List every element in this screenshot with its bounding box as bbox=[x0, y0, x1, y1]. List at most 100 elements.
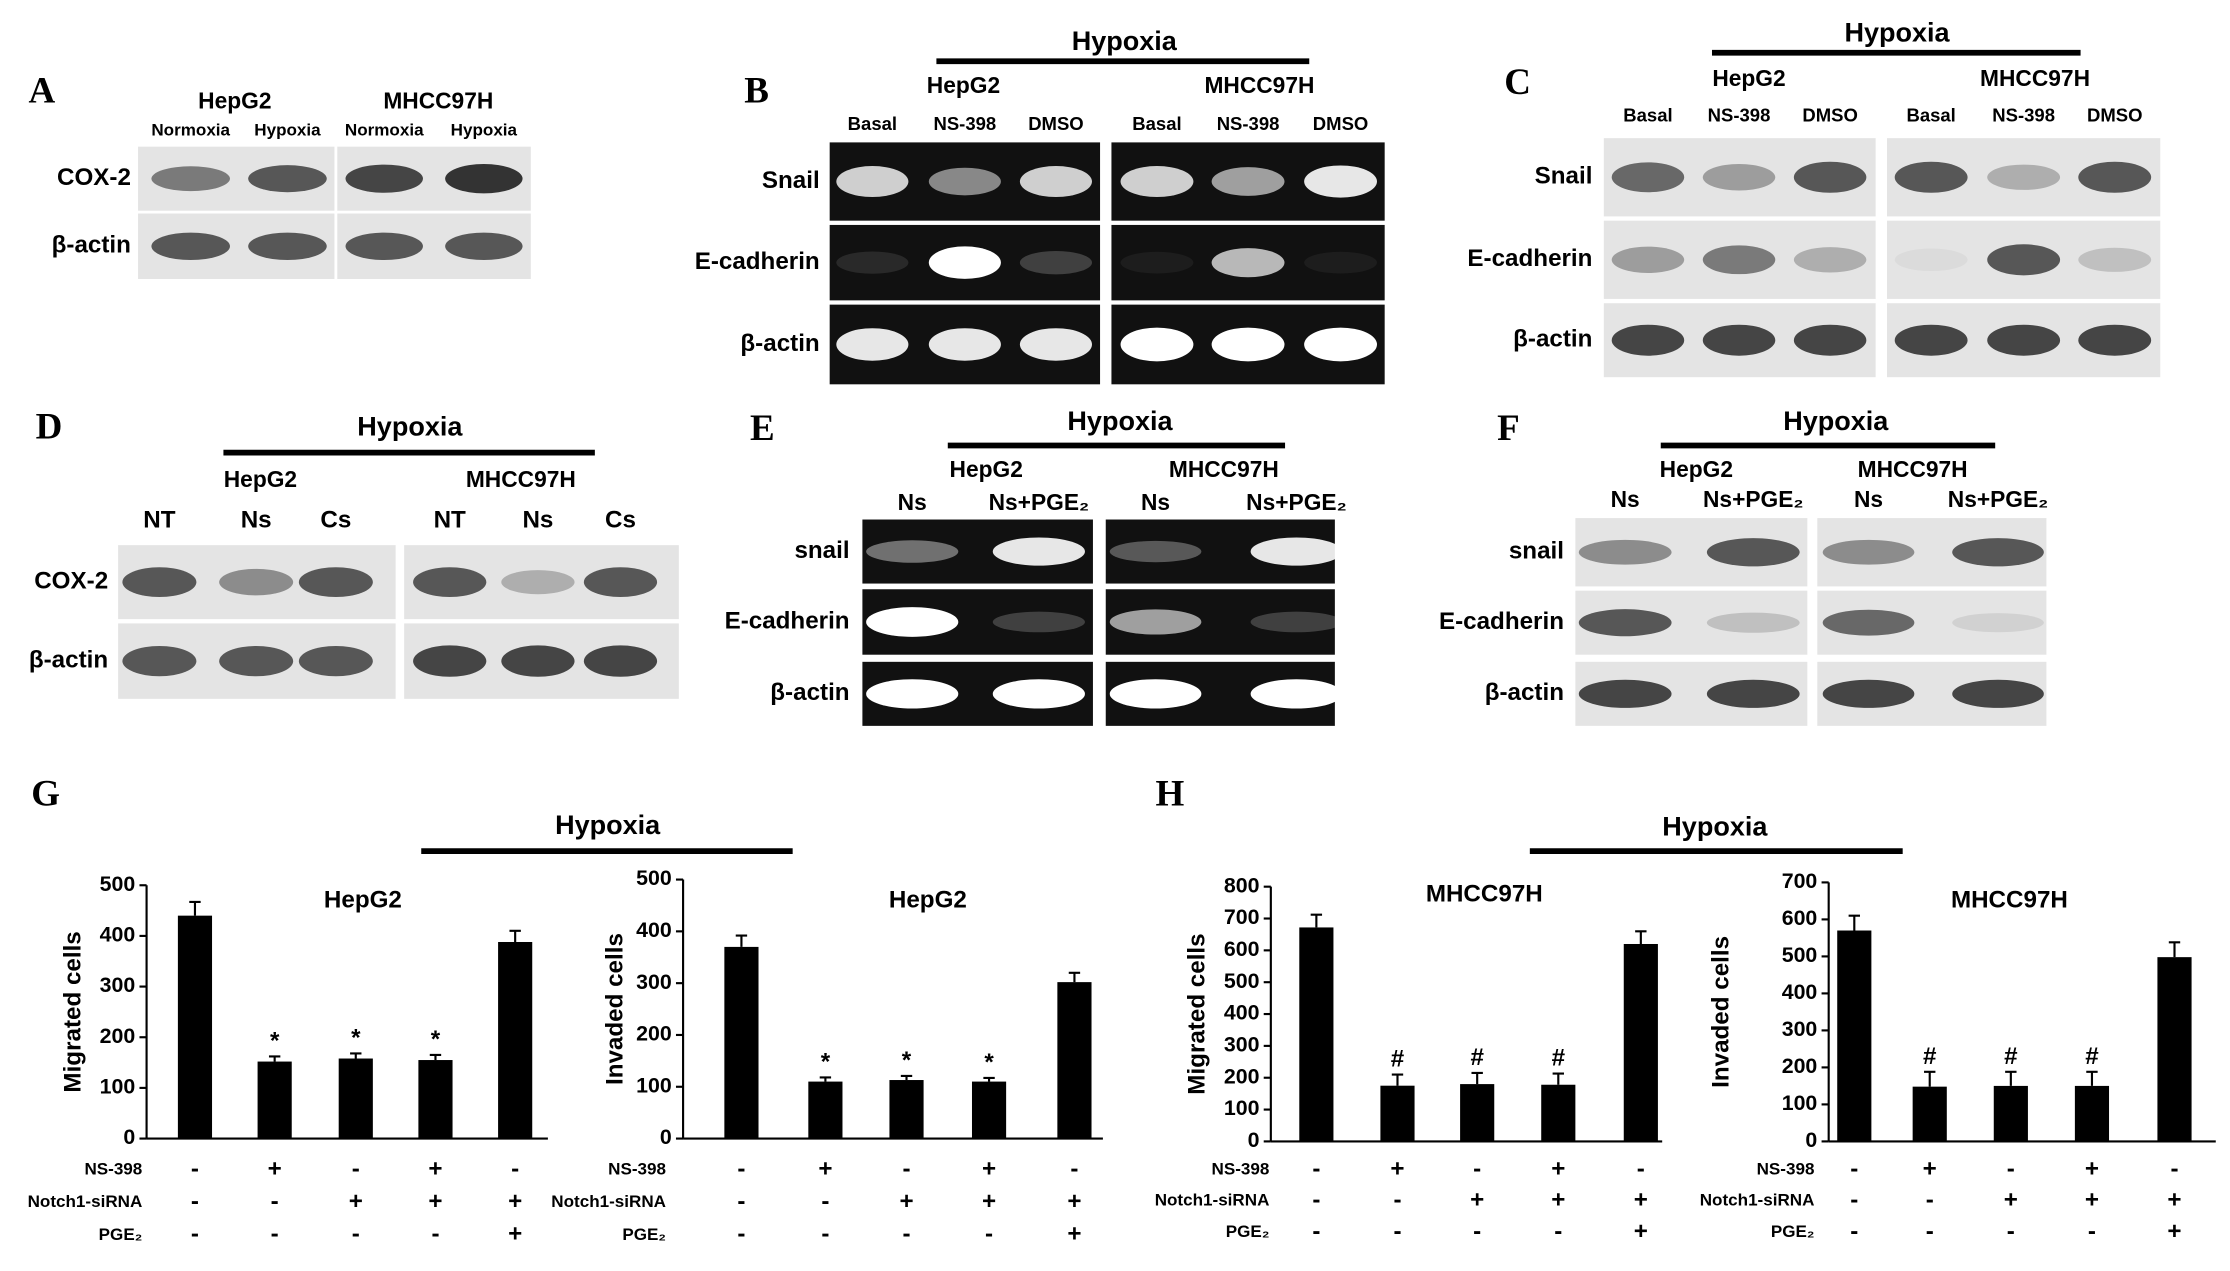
row-label: E-cadherin bbox=[1467, 245, 1592, 272]
condition-sign: - bbox=[2088, 1218, 2096, 1245]
blot-band bbox=[1250, 537, 1343, 566]
blot-band bbox=[1952, 613, 2044, 633]
bar bbox=[971, 1081, 1007, 1139]
cell-line-label: HepG2 bbox=[224, 466, 297, 492]
condition-title: Hypoxia bbox=[1072, 26, 1178, 56]
significance-label: * bbox=[902, 1047, 912, 1074]
condition-sign: - bbox=[1850, 1155, 1858, 1182]
lane-label: NS-398 bbox=[1217, 113, 1280, 134]
y-tick-label: 400 bbox=[1782, 980, 1818, 1004]
blot-band bbox=[1120, 327, 1194, 362]
y-tick-label: 300 bbox=[100, 973, 136, 997]
lane-label: Ns+PGE₂ bbox=[1703, 486, 1804, 512]
condition-label: Notch1-siRNA bbox=[28, 1192, 143, 1211]
y-tick-label: 200 bbox=[636, 1022, 672, 1046]
condition-sign: + bbox=[2004, 1187, 2018, 1214]
condition-sign: + bbox=[2167, 1187, 2181, 1214]
panel-letter: A bbox=[28, 70, 55, 111]
bar bbox=[808, 1081, 843, 1139]
condition-title: Hypoxia bbox=[1067, 406, 1173, 436]
condition-label: PGE₂ bbox=[99, 1225, 143, 1244]
condition-sign: - bbox=[1554, 1218, 1562, 1245]
y-tick-label: 500 bbox=[1224, 969, 1260, 993]
condition-sign: + bbox=[349, 1188, 363, 1215]
cell-line-label: MHCC97H bbox=[1204, 72, 1314, 98]
row-label: COX-2 bbox=[34, 568, 108, 595]
error-bar bbox=[2005, 1070, 2017, 1086]
lane-label: Ns+PGE₂ bbox=[1948, 486, 2049, 512]
lane-label: NS-398 bbox=[933, 113, 996, 134]
lane-label: DMSO bbox=[1313, 113, 1369, 134]
y-tick-label: 400 bbox=[1224, 1001, 1260, 1025]
blot-band bbox=[1952, 679, 2044, 708]
condition-label: NS-398 bbox=[1212, 1159, 1270, 1178]
condition-sign: + bbox=[818, 1155, 832, 1182]
blot-band bbox=[501, 570, 575, 595]
bar bbox=[1057, 982, 1092, 1139]
condition-sign: + bbox=[508, 1221, 522, 1248]
blot-band bbox=[1578, 609, 1672, 637]
lane-label: Ns+PGE₂ bbox=[1246, 489, 1347, 515]
blot-band bbox=[413, 645, 487, 677]
row-label: β-actin bbox=[1485, 679, 1564, 706]
error-bar bbox=[900, 1074, 913, 1081]
blot-band bbox=[928, 328, 1001, 361]
lane-label: NS-398 bbox=[1992, 105, 2055, 126]
panel-letter: E bbox=[750, 408, 775, 449]
condition-sign: - bbox=[1312, 1187, 1320, 1214]
y-tick-label: 500 bbox=[1782, 943, 1818, 967]
bar bbox=[418, 1060, 453, 1139]
row-label: β-actin bbox=[29, 647, 108, 674]
error-bar bbox=[1471, 1071, 1483, 1085]
lane-label: Ns bbox=[898, 489, 927, 515]
lane-label: Ns bbox=[1141, 489, 1170, 515]
blot-band bbox=[866, 607, 959, 637]
lane-label: DMSO bbox=[2087, 105, 2143, 126]
lane-label: NT bbox=[143, 506, 175, 533]
lane-label: Cs bbox=[320, 506, 351, 533]
bar bbox=[338, 1058, 373, 1139]
condition-sign: + bbox=[982, 1188, 996, 1215]
blot-band bbox=[928, 246, 1001, 279]
cell-line-label: HepG2 bbox=[950, 456, 1023, 482]
condition-title: Hypoxia bbox=[555, 810, 661, 840]
panel-letter: B bbox=[744, 70, 769, 111]
significance-label: # bbox=[1470, 1044, 1484, 1071]
error-bar bbox=[735, 934, 748, 947]
lane-label: Ns bbox=[1611, 486, 1640, 512]
condition-sign: - bbox=[1926, 1187, 1934, 1214]
cell-line-label: MHCC97H bbox=[1858, 456, 1968, 482]
condition-title: Hypoxia bbox=[1662, 811, 1768, 841]
blot-band bbox=[1706, 612, 1800, 633]
lane-label: Normoxia bbox=[151, 121, 230, 140]
y-axis-label: Invaded cells bbox=[602, 933, 629, 1085]
error-bar bbox=[1552, 1072, 1564, 1085]
error-bar bbox=[1391, 1073, 1404, 1086]
bar bbox=[2157, 957, 2192, 1142]
condition-title: Hypoxia bbox=[357, 412, 463, 442]
y-tick-label: 600 bbox=[1224, 937, 1260, 961]
blot-band bbox=[151, 166, 230, 192]
lane-label: Basal bbox=[848, 113, 897, 134]
y-tick-label: 600 bbox=[1782, 906, 1818, 930]
bar bbox=[889, 1080, 924, 1139]
blot-band bbox=[248, 232, 327, 261]
significance-label: # bbox=[2004, 1043, 2018, 1070]
blot-band bbox=[1702, 245, 1776, 275]
y-tick-label: 100 bbox=[1224, 1096, 1260, 1120]
condition-label: NS-398 bbox=[608, 1159, 666, 1178]
blot-band bbox=[1611, 162, 1685, 193]
blot-band bbox=[1822, 609, 1915, 636]
blot-band bbox=[1019, 328, 1092, 361]
blot-band bbox=[1894, 161, 1968, 193]
condition-sign: - bbox=[985, 1221, 993, 1248]
condition-sign: - bbox=[1473, 1155, 1481, 1182]
error-bar bbox=[189, 900, 201, 916]
condition-sign: - bbox=[737, 1155, 745, 1182]
blot-band bbox=[836, 251, 909, 274]
row-label: E-cadherin bbox=[1439, 608, 1564, 635]
condition-sign: - bbox=[737, 1188, 745, 1215]
blot-band bbox=[1304, 165, 1377, 198]
blot-band bbox=[1211, 248, 1285, 278]
